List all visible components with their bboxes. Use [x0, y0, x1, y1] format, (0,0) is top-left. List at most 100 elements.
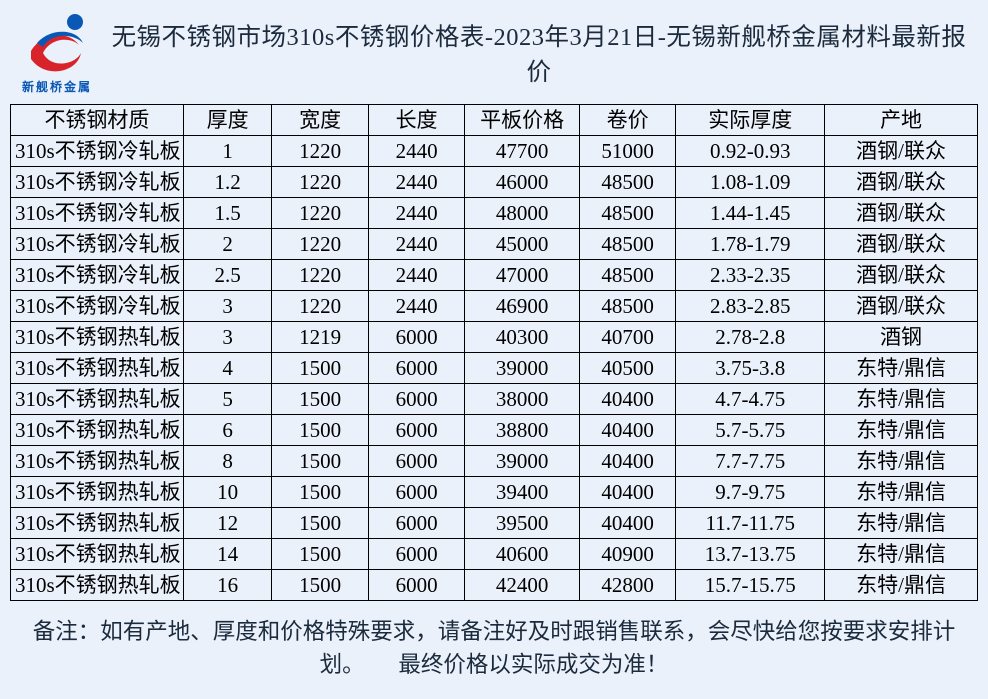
- table-row: 310s不锈钢热轧板101500600039400404009.7-9.75东特…: [11, 477, 978, 508]
- table-cell: 1500: [272, 384, 368, 415]
- table-cell: 6000: [368, 353, 464, 384]
- table-cell: 310s不锈钢热轧板: [11, 353, 184, 384]
- table-cell: 38800: [465, 415, 580, 446]
- table-cell: 310s不锈钢冷轧板: [11, 167, 184, 198]
- table-cell: 16: [183, 570, 271, 601]
- table-header-cell: 实际厚度: [676, 105, 825, 136]
- table-cell: 310s不锈钢冷轧板: [11, 136, 184, 167]
- table-cell: 1500: [272, 446, 368, 477]
- table-cell: 310s不锈钢热轧板: [11, 539, 184, 570]
- table-cell: 6000: [368, 539, 464, 570]
- table-cell: 1220: [272, 229, 368, 260]
- table-cell: 6000: [368, 415, 464, 446]
- header: 新舰桥金属 无锡不锈钢市场310s不锈钢价格表-2023年3月21日-无锡新舰桥…: [10, 8, 978, 104]
- table-cell: 310s不锈钢热轧板: [11, 322, 184, 353]
- table-row: 310s不锈钢热轧板51500600038000404004.7-4.75东特/…: [11, 384, 978, 415]
- table-header-cell: 厚度: [183, 105, 271, 136]
- table-cell: 40400: [579, 446, 675, 477]
- table-cell: 14: [183, 539, 271, 570]
- table-cell: 3: [183, 291, 271, 322]
- table-header-cell: 平板价格: [465, 105, 580, 136]
- page-title: 无锡不锈钢市场310s不锈钢价格表-2023年3月21日-无锡新舰桥金属材料最新…: [104, 18, 978, 88]
- table-cell: 6000: [368, 508, 464, 539]
- table-cell: 东特/鼎信: [825, 570, 978, 601]
- table-cell: 1500: [272, 353, 368, 384]
- table-header-cell: 不锈钢材质: [11, 105, 184, 136]
- table-cell: 2440: [368, 260, 464, 291]
- table-row: 310s不锈钢热轧板81500600039000404007.7-7.75东特/…: [11, 446, 978, 477]
- table-cell: 310s不锈钢热轧板: [11, 384, 184, 415]
- footer-note: 备注：如有产地、厚度和价格特殊要求，请备注好及时跟销售联系，会尽快给您按要求安排…: [10, 601, 978, 689]
- table-header-cell: 卷价: [579, 105, 675, 136]
- table-header-cell: 长度: [368, 105, 464, 136]
- table-header-cell: 产地: [825, 105, 978, 136]
- table-row: 310s不锈钢冷轧板1.21220244046000485001.08-1.09…: [11, 167, 978, 198]
- table-cell: 12: [183, 508, 271, 539]
- table-cell: 6000: [368, 322, 464, 353]
- table-cell: 47700: [465, 136, 580, 167]
- table-cell: 310s不锈钢热轧板: [11, 446, 184, 477]
- table-cell: 9.7-9.75: [676, 477, 825, 508]
- table-row: 310s不锈钢热轧板61500600038800404005.7-5.75东特/…: [11, 415, 978, 446]
- table-cell: 7.7-7.75: [676, 446, 825, 477]
- table-header-row: 不锈钢材质厚度宽度长度平板价格卷价实际厚度产地: [11, 105, 978, 136]
- table-cell: 酒钢/联众: [825, 260, 978, 291]
- table-cell: 东特/鼎信: [825, 508, 978, 539]
- table-cell: 1500: [272, 539, 368, 570]
- table-cell: 2.33-2.35: [676, 260, 825, 291]
- table-cell: 6000: [368, 477, 464, 508]
- table-cell: 15.7-15.75: [676, 570, 825, 601]
- table-cell: 酒钢/联众: [825, 229, 978, 260]
- table-cell: 1220: [272, 136, 368, 167]
- table-cell: 40400: [579, 477, 675, 508]
- table-header-cell: 宽度: [272, 105, 368, 136]
- price-table: 不锈钢材质厚度宽度长度平板价格卷价实际厚度产地 310s不锈钢冷轧板112202…: [10, 104, 978, 601]
- table-cell: 东特/鼎信: [825, 415, 978, 446]
- table-cell: 48500: [579, 198, 675, 229]
- table-cell: 310s不锈钢热轧板: [11, 508, 184, 539]
- table-cell: 310s不锈钢热轧板: [11, 477, 184, 508]
- table-row: 310s不锈钢热轧板1615006000424004280015.7-15.75…: [11, 570, 978, 601]
- table-cell: 2440: [368, 229, 464, 260]
- table-cell: 1500: [272, 508, 368, 539]
- table-cell: 2440: [368, 136, 464, 167]
- table-cell: 310s不锈钢冷轧板: [11, 229, 184, 260]
- table-row: 310s不锈钢冷轧板11220244047700510000.92-0.93酒钢…: [11, 136, 978, 167]
- table-cell: 42400: [465, 570, 580, 601]
- table-cell: 40400: [579, 508, 675, 539]
- table-cell: 酒钢/联众: [825, 167, 978, 198]
- table-cell: 10: [183, 477, 271, 508]
- table-cell: 2.5: [183, 260, 271, 291]
- table-cell: 48500: [579, 229, 675, 260]
- table-cell: 3: [183, 322, 271, 353]
- table-row: 310s不锈钢冷轧板2.51220244047000485002.33-2.35…: [11, 260, 978, 291]
- table-cell: 东特/鼎信: [825, 477, 978, 508]
- table-cell: 2440: [368, 291, 464, 322]
- table-cell: 39400: [465, 477, 580, 508]
- table-cell: 40900: [579, 539, 675, 570]
- table-cell: 47000: [465, 260, 580, 291]
- page-container: 新舰桥金属 无锡不锈钢市场310s不锈钢价格表-2023年3月21日-无锡新舰桥…: [0, 0, 988, 699]
- table-cell: 5: [183, 384, 271, 415]
- table-cell: 5.7-5.75: [676, 415, 825, 446]
- table-cell: 6: [183, 415, 271, 446]
- table-cell: 6000: [368, 384, 464, 415]
- table-cell: 40300: [465, 322, 580, 353]
- table-row: 310s不锈钢冷轧板1.51220244048000485001.44-1.45…: [11, 198, 978, 229]
- table-cell: 酒钢: [825, 322, 978, 353]
- table-cell: 40600: [465, 539, 580, 570]
- table-cell: 11.7-11.75: [676, 508, 825, 539]
- table-cell: 310s不锈钢冷轧板: [11, 198, 184, 229]
- table-row: 310s不锈钢冷轧板31220244046900485002.83-2.85酒钢…: [11, 291, 978, 322]
- table-cell: 1219: [272, 322, 368, 353]
- table-row: 310s不锈钢热轧板1415006000406004090013.7-13.75…: [11, 539, 978, 570]
- table-cell: 1.44-1.45: [676, 198, 825, 229]
- table-cell: 13.7-13.75: [676, 539, 825, 570]
- table-cell: 酒钢/联众: [825, 136, 978, 167]
- table-cell: 310s不锈钢冷轧板: [11, 260, 184, 291]
- table-cell: 40700: [579, 322, 675, 353]
- table-cell: 3.75-3.8: [676, 353, 825, 384]
- table-cell: 东特/鼎信: [825, 539, 978, 570]
- table-cell: 310s不锈钢热轧板: [11, 570, 184, 601]
- logo-caption: 新舰桥金属: [22, 78, 92, 95]
